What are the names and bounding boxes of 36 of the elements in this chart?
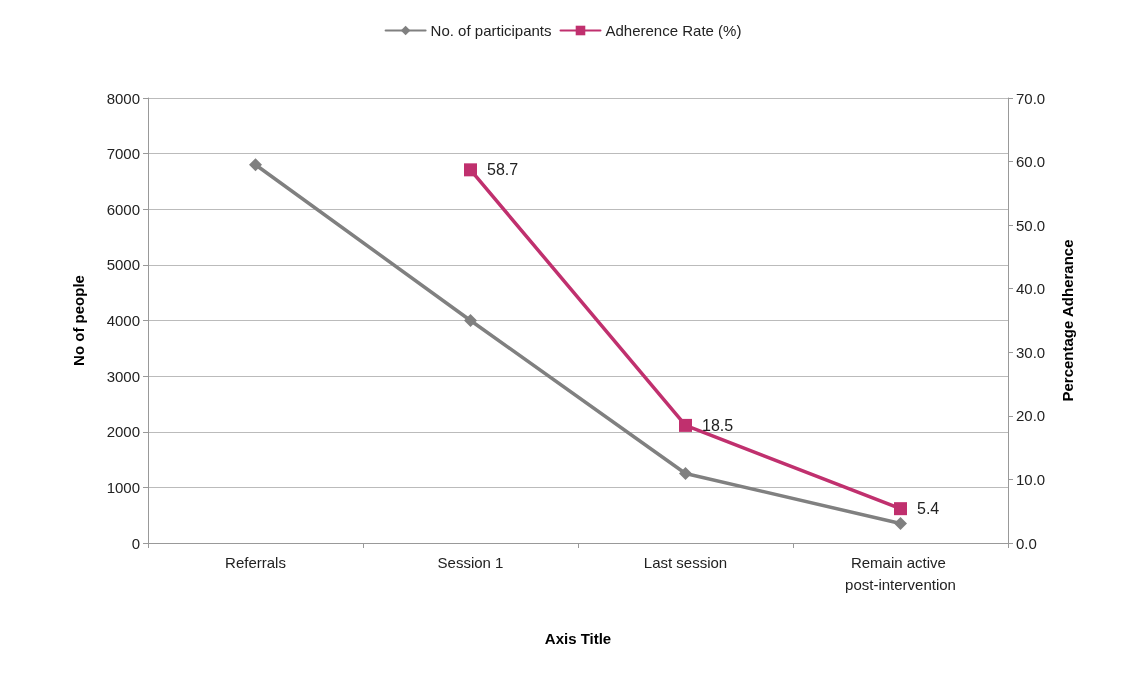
y2-tick-label: 10.0 [1016, 470, 1046, 488]
point [894, 517, 907, 531]
x-axis-title: Axis Title [544, 630, 612, 647]
y-tick-label: 7000 [106, 145, 140, 163]
legend-label: Adherence Rate (%) [605, 22, 742, 39]
point [464, 163, 477, 177]
y-tick-label: 5000 [106, 256, 140, 274]
y2-tick-label: 30.0 [1016, 343, 1046, 361]
point [249, 158, 262, 172]
point [894, 502, 907, 516]
y-axis-title: No of people [70, 275, 87, 366]
y2-tick-label: 60.0 [1016, 153, 1046, 171]
data-label: 5.4 [917, 500, 940, 518]
point [679, 466, 692, 480]
y2-tick-label: 70.0 [1016, 89, 1046, 107]
y2-tick-label: 50.0 [1016, 216, 1046, 234]
y-tick-label: 0 [131, 534, 140, 552]
y-tick-label: 2000 [106, 423, 140, 441]
y-tick-label: 4000 [106, 312, 140, 329]
x-tick-label: Session 1 [437, 553, 504, 571]
y2-axis-title: Percentage Adherance [1059, 239, 1076, 402]
y-tick-label: 3000 [106, 367, 140, 385]
y-tick-label: 6000 [106, 200, 140, 218]
x-tick-label: Referrals [225, 553, 286, 571]
legend-label: No. of participants [430, 22, 552, 39]
y2-tick-label: 20.0 [1016, 407, 1046, 425]
data-label: 58.7 [487, 161, 519, 179]
y2-tick-label: 40.0 [1016, 280, 1046, 298]
x-tick-label: Last session [643, 553, 728, 571]
y2-tick-label: 0.0 [1016, 534, 1037, 552]
y-tick-label: 8000 [106, 89, 140, 107]
point [679, 418, 692, 432]
point [464, 314, 477, 327]
x-tick-label: Remain active post-intervention [845, 553, 956, 593]
y-tick-label: 1000 [106, 478, 140, 496]
data-label: 18.5 [702, 416, 734, 434]
